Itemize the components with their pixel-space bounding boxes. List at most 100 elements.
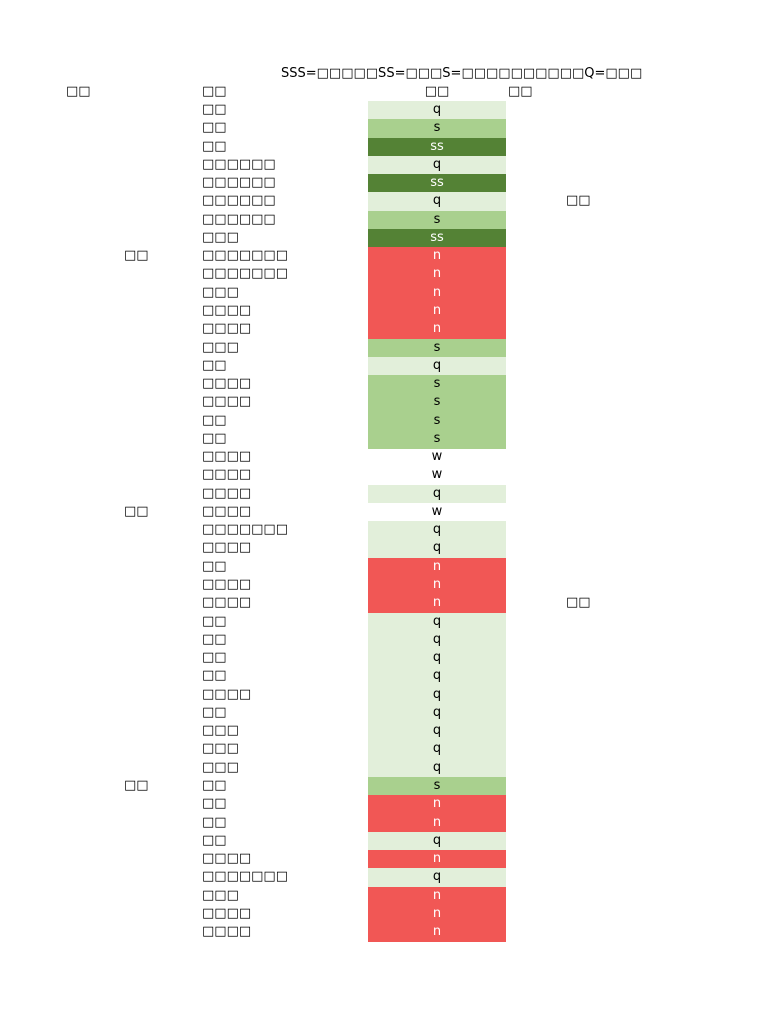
row-name: □□□□ [202, 449, 252, 465]
grade-cell: n [368, 594, 506, 614]
grade-cell: n [368, 850, 506, 869]
header-cell: □□ [66, 84, 91, 99]
row-name: □□□□□□ [202, 156, 276, 172]
grade-cell: q [368, 667, 506, 687]
grade-cell: s [368, 119, 506, 139]
row-name: □□ [202, 832, 227, 848]
row-name: □□ [202, 357, 227, 373]
row-name: □□ [202, 412, 227, 428]
grade-cell: ss [368, 228, 506, 248]
row-name: □□□□ [202, 595, 252, 611]
row-name: □□ [202, 650, 227, 666]
row-name: □□ [202, 102, 227, 117]
header-cell: □□ [424, 84, 450, 99]
grade-cell: s [368, 776, 506, 796]
grade-cell: q [368, 722, 506, 741]
grade-cell: n [368, 795, 506, 815]
row-name: □□□□ [202, 503, 252, 519]
grade-cell: n [368, 886, 506, 906]
row-name: □□□ [202, 284, 239, 300]
grade-cell: q [368, 685, 506, 705]
grade-cell: q [368, 539, 506, 559]
row-name: □□□ [202, 229, 239, 245]
row-name: □□□□□□□ [202, 248, 288, 264]
grade-cell: q [368, 758, 506, 778]
note: □□ [566, 193, 591, 209]
header-cell: □□ [508, 84, 533, 99]
row-name: □□ [202, 704, 227, 720]
row-name: □□ [202, 631, 227, 647]
row-name: □□□ [202, 723, 239, 739]
row-name: □□□□ [202, 577, 252, 593]
row-name: □□□□ [202, 540, 252, 556]
grade-cell: q [368, 649, 506, 668]
section-label: □□ [124, 248, 149, 264]
grade-cell: s [368, 429, 506, 449]
grade-cell: s [368, 375, 506, 394]
row-name: □□ [202, 613, 227, 629]
row-name: □□□□ [202, 851, 252, 867]
grade-cell: q [368, 612, 506, 632]
row-name: □□□□□□ [202, 175, 276, 191]
row-name: □□□ [202, 759, 239, 775]
section-label: □□ [124, 777, 149, 793]
grade-cell: q [368, 101, 506, 120]
grade-cell: n [368, 301, 506, 321]
row-name: □□□□ [202, 302, 252, 318]
grade-cell: s [368, 393, 506, 413]
section-label: □□ [124, 503, 149, 519]
grade-cell: n [368, 265, 506, 285]
row-name: □□ [202, 430, 227, 446]
row-name: □□□□ [202, 467, 252, 483]
row-name: □□□□ [202, 376, 252, 392]
grade-cell: w [431, 503, 443, 519]
grade-cell: q [368, 484, 506, 504]
legend-text: SSS=□□□□□SS=□□□S=□□□□□□□□□□Q=□□□□□□□□□□□… [281, 66, 643, 81]
grade-cell: q [368, 356, 506, 376]
grade-cell: n [368, 557, 506, 577]
grade-cell: n [368, 813, 506, 833]
grade-cell: n [368, 904, 506, 924]
row-name: □□ [202, 796, 227, 812]
grade-cell: s [368, 210, 506, 230]
row-name: □□□□□□□ [202, 266, 288, 282]
grade-cell: ss [368, 174, 506, 193]
grade-cell: q [368, 192, 506, 212]
grade-cell: w [431, 449, 443, 465]
grade-cell: n [368, 923, 506, 942]
grade-cell: n [368, 247, 506, 266]
row-name: □□ [202, 814, 227, 830]
row-name: □□□□ [202, 686, 252, 702]
row-name: □□ [202, 120, 227, 136]
row-name: □□ [202, 138, 227, 154]
grade-cell: n [368, 576, 506, 595]
row-name: □□□□□□□ [202, 869, 288, 885]
row-name: □□□□ [202, 321, 252, 337]
row-name: □□ [202, 777, 227, 793]
grade-cell: q [368, 521, 506, 540]
row-name: □□□□□□ [202, 193, 276, 209]
row-name: □□ [202, 558, 227, 574]
grade-cell: n [368, 320, 506, 339]
row-name: □□□□ [202, 924, 252, 940]
grade-cell: ss [368, 137, 506, 157]
row-name: □□□□ [202, 485, 252, 501]
grade-cell: w [431, 467, 443, 483]
row-name: □□□□ [202, 394, 252, 410]
grade-cell: q [368, 155, 506, 175]
row-name: □□□□ [202, 905, 252, 921]
grade-cell: q [368, 630, 506, 650]
row-name: □□□□□□ [202, 211, 276, 227]
grade-cell: s [368, 338, 506, 358]
note: □□ [566, 595, 591, 611]
grade-cell: q [368, 831, 506, 851]
grade-cell: n [368, 283, 506, 303]
row-name: □□□ [202, 339, 239, 355]
grade-cell: q [368, 868, 506, 888]
grade-cell: q [368, 740, 506, 760]
row-name: □□ [202, 668, 227, 684]
row-name: □□□ [202, 887, 239, 903]
row-name: □□□□□□□ [202, 522, 288, 538]
row-name: □□□ [202, 741, 239, 757]
